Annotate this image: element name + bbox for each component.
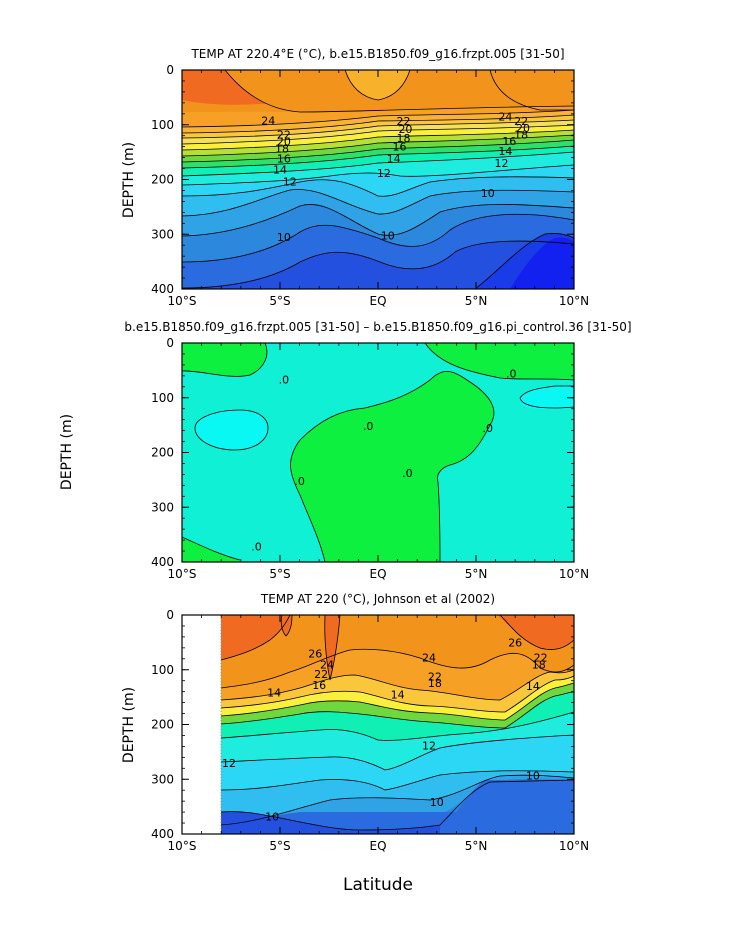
- y-tick-label: 0: [166, 63, 174, 77]
- x-tick-label: 10°N: [559, 839, 589, 853]
- y-tick-label: 400: [151, 827, 174, 841]
- x-tick-label: EQ: [369, 839, 386, 853]
- contour-label: 24: [320, 658, 334, 671]
- contour-label: 10: [265, 810, 279, 823]
- contour-label: 16: [502, 135, 516, 148]
- panel-observed-temperature: TEMP AT 220 (°C), Johnson et al (2002): [121, 592, 589, 853]
- y-tick-label: 200: [151, 718, 174, 732]
- contour-label: .0: [483, 422, 494, 435]
- x-tick-label: 5°S: [269, 567, 290, 581]
- contour-label: 10: [430, 796, 444, 809]
- x-tick-label: EQ: [369, 294, 386, 308]
- contour-label: 26: [308, 647, 322, 660]
- contour-label: 14: [267, 687, 281, 700]
- contour-label: .0: [506, 368, 517, 381]
- y-tick-label: 300: [151, 772, 174, 786]
- filled-contours: [182, 70, 574, 289]
- y-tick-label: 400: [151, 555, 174, 569]
- panel-temperature-difference: b.e15.B1850.f09_g16.frzpt.005 [31-50] – …: [59, 320, 632, 581]
- x-tick-label: 5°N: [465, 294, 488, 308]
- panel-model-temperature: TEMP AT 220.4°E (°C), b.e15.B1850.f09_g1…: [121, 47, 589, 308]
- contour-label: 18: [396, 132, 410, 145]
- contour-label: 22: [514, 115, 528, 128]
- contour-label: .0: [363, 420, 374, 433]
- contour-label: 10: [526, 769, 540, 782]
- filled-contours: [182, 343, 574, 562]
- contour-label: 22: [277, 129, 291, 142]
- contour-label: 14: [273, 164, 287, 177]
- axis-ticks: 10°S 5°S EQ 5°N 10°N 0 100 200 300 400: [151, 608, 589, 853]
- x-tick-label: 5°N: [465, 839, 488, 853]
- contour-label: 12: [222, 757, 236, 770]
- x-tick-label: 10°S: [168, 839, 197, 853]
- y-tick-label: 200: [151, 173, 174, 187]
- contour-label: 22: [428, 670, 442, 683]
- panel-title: b.e15.B1850.f09_g16.frzpt.005 [31-50] – …: [124, 320, 631, 334]
- axis-ticks: 10°S 5°S EQ 5°N 10°N 0 100 200 300 400: [151, 63, 589, 308]
- x-axis-label: Latitude: [343, 875, 413, 895]
- contour-label: 18: [514, 129, 528, 142]
- contour-label: 22: [534, 652, 548, 665]
- y-tick-label: 400: [151, 282, 174, 296]
- contour-label: 12: [283, 176, 297, 189]
- panel-title: TEMP AT 220 (°C), Johnson et al (2002): [260, 592, 495, 606]
- contour-label: 24: [498, 111, 512, 124]
- contour-label: 14: [498, 145, 512, 158]
- contour-label: 20: [277, 136, 291, 149]
- x-tick-label: EQ: [369, 567, 386, 581]
- contour-label: 20: [398, 123, 412, 136]
- contour-label: 10: [277, 231, 291, 244]
- y-tick-label: 0: [166, 336, 174, 350]
- y-axis-label: DEPTH (m): [121, 142, 137, 218]
- contour-label: .0: [294, 475, 305, 488]
- contour-label: 18: [275, 142, 289, 155]
- y-axis-label: DEPTH (m): [121, 687, 137, 763]
- y-axis-label: DEPTH (m): [59, 414, 75, 490]
- x-tick-label: 5°N: [465, 567, 488, 581]
- y-tick-label: 100: [151, 663, 174, 677]
- x-tick-label: 10°N: [559, 567, 589, 581]
- panel-title: TEMP AT 220.4°E (°C), b.e15.B1850.f09_g1…: [190, 47, 564, 61]
- contour-label: 16: [277, 153, 291, 166]
- contour-label: 24: [422, 652, 436, 665]
- contour-label: 14: [387, 153, 401, 166]
- x-tick-label: 10°S: [168, 567, 197, 581]
- filled-contours: [182, 615, 574, 834]
- contour-label: 22: [314, 668, 328, 681]
- contour-label: 24: [261, 114, 275, 127]
- x-tick-label: 5°S: [269, 294, 290, 308]
- y-tick-label: 100: [151, 391, 174, 405]
- contour-label: 22: [396, 115, 410, 128]
- y-tick-label: 300: [151, 227, 174, 241]
- contour-label: 16: [312, 679, 326, 692]
- y-tick-label: 0: [166, 608, 174, 622]
- contour-label: 16: [393, 141, 407, 154]
- contour-label: 20: [516, 122, 530, 135]
- contour-label: 26: [508, 636, 522, 649]
- contour-labels: .0 .0 .0 .0 .0 .0 .0: [251, 368, 516, 554]
- y-tick-label: 300: [151, 500, 174, 514]
- contour-label: 14: [391, 688, 405, 701]
- x-tick-label: 10°N: [559, 294, 589, 308]
- contour-label: .0: [251, 541, 262, 554]
- contour-label: .0: [279, 374, 290, 387]
- y-tick-label: 200: [151, 446, 174, 460]
- x-tick-label: 5°S: [269, 839, 290, 853]
- y-tick-label: 100: [151, 118, 174, 132]
- contour-label: 10: [381, 229, 395, 242]
- contour-label: 18: [428, 677, 442, 690]
- contour-label: 12: [377, 167, 391, 180]
- contour-label: 14: [526, 680, 540, 693]
- contour-label: 10: [481, 187, 495, 200]
- axis-ticks: 10°S 5°S EQ 5°N 10°N 0 100 200 300 400: [151, 336, 589, 581]
- x-tick-label: 10°S: [168, 294, 197, 308]
- contour-label: 12: [422, 739, 436, 752]
- contour-label: .0: [402, 467, 413, 480]
- contour-label: 12: [494, 157, 508, 170]
- contour-label: 18: [532, 658, 546, 671]
